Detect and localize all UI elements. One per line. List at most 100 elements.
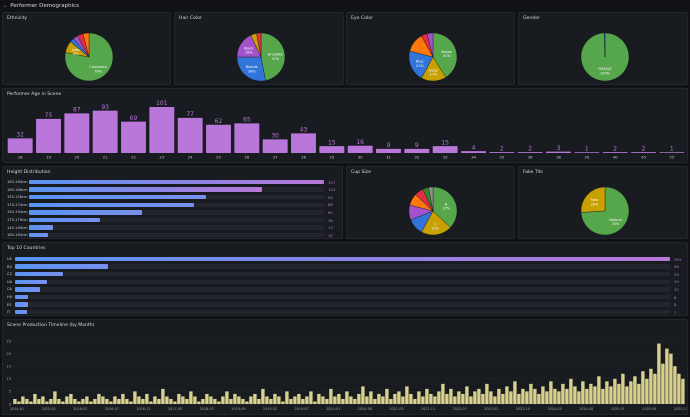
age-bar[interactable] [432,146,458,153]
timeline-bar[interactable] [413,398,417,404]
timeline-bar[interactable] [297,393,301,404]
timeline-bar[interactable] [665,348,669,404]
timeline-bar[interactable] [173,401,177,404]
timeline-bar[interactable] [465,386,469,404]
age-bar[interactable] [517,152,543,153]
timeline-bar[interactable] [541,386,545,404]
timeline-bar[interactable] [21,396,25,404]
timeline-bar[interactable] [629,381,633,404]
timeline-bar[interactable] [121,393,125,404]
timeline-bar[interactable] [337,393,341,404]
timeline-bar[interactable] [41,396,45,404]
timeline-bar[interactable] [589,383,593,404]
bar-row[interactable]: UA 19 [7,279,679,285]
timeline-bar[interactable] [557,391,561,404]
timeline-bar[interactable] [353,398,357,404]
timeline-bar[interactable] [661,363,665,404]
timeline-bar[interactable] [81,398,85,404]
timeline-bar[interactable] [349,396,353,404]
timeline-bar[interactable] [217,401,221,404]
timeline-bar[interactable] [333,396,337,404]
timeline-bar[interactable] [177,393,181,404]
timeline-bar[interactable] [325,398,329,404]
timeline-bar[interactable] [405,386,409,404]
age-bar[interactable] [602,152,628,153]
pie-slice-other[interactable] [426,32,434,58]
age-bar[interactable] [489,152,515,153]
age-bar[interactable] [376,148,401,153]
timeline-bar[interactable] [53,391,57,404]
timeline-bar[interactable] [181,396,185,404]
timeline-bar[interactable] [369,391,373,404]
timeline-bar[interactable] [345,391,349,404]
timeline-bar[interactable] [97,393,101,404]
timeline-bar[interactable] [85,396,89,404]
bar-row[interactable]: 145-149cm 13 [7,225,333,231]
bar-row[interactable]: CA 15 [7,286,679,292]
timeline-bar[interactable] [105,398,109,404]
timeline-bar[interactable] [33,393,37,404]
age-bar[interactable] [262,139,288,153]
timeline-bar[interactable] [657,343,661,404]
timeline-bar[interactable] [429,393,433,404]
timeline-bar[interactable] [409,393,413,404]
timeline-bar[interactable] [237,396,241,404]
timeline-bar[interactable] [453,396,457,404]
timeline-bar[interactable] [185,398,189,404]
timeline-bar[interactable] [189,391,193,404]
timeline-bar[interactable] [493,396,497,404]
timeline-bar[interactable] [441,383,445,404]
chevron-down-icon[interactable]: ⌄ [3,3,8,9]
timeline-bar[interactable] [609,386,613,404]
age-bar[interactable] [659,152,685,153]
timeline-bar[interactable] [285,391,289,404]
age-bar[interactable] [64,113,90,153]
timeline-bar[interactable] [209,396,213,404]
age-bar[interactable] [149,107,175,153]
timeline-bar[interactable] [165,396,169,404]
timeline-bar[interactable] [537,393,541,404]
timeline-bar[interactable] [125,398,129,404]
timeline-bar[interactable] [361,386,365,404]
timeline-bar[interactable] [169,398,173,404]
timeline-bar[interactable] [149,401,153,404]
timeline-bar[interactable] [233,393,237,404]
timeline-bar[interactable] [513,381,517,404]
bar-row[interactable]: 180-184cm 10 [7,232,333,238]
timeline-bar[interactable] [281,401,285,404]
timeline-bar[interactable] [221,396,225,404]
timeline-bar[interactable] [293,396,297,404]
timeline-bar[interactable] [501,393,505,404]
bar-row[interactable]: 155-156cm 94 [7,194,333,200]
timeline-bar[interactable] [249,396,253,404]
timeline-bar[interactable] [197,401,201,404]
timeline-bar[interactable] [445,393,449,404]
bar-row[interactable]: 165-166cm 124 [7,187,335,193]
timeline-bar[interactable] [153,396,157,404]
timeline-bar[interactable] [61,401,65,404]
timeline-bar[interactable] [25,398,29,404]
timeline-bar[interactable] [317,393,321,404]
timeline-bar[interactable] [357,393,361,404]
timeline-bar[interactable] [57,398,61,404]
timeline-bar[interactable] [601,388,605,404]
timeline-bar[interactable] [653,373,657,404]
age-bar[interactable] [404,148,430,153]
timeline-bar[interactable] [17,401,21,404]
timeline-bar[interactable] [433,396,437,404]
bar-row[interactable]: IT 7 [7,309,676,315]
pie-slice-other[interactable] [428,186,434,212]
age-bar[interactable] [177,117,203,153]
timeline-bar[interactable] [253,393,257,404]
timeline-bar[interactable] [597,376,601,404]
timeline-bar[interactable] [669,353,673,404]
timeline-bar[interactable] [461,393,465,404]
timeline-bar[interactable] [373,398,377,404]
timeline-bar[interactable] [313,401,317,404]
timeline-bar[interactable] [89,401,93,404]
bar-row[interactable]: 170-174cm 88 [7,202,333,208]
timeline-bar[interactable] [77,401,81,404]
timeline-bar[interactable] [481,393,485,404]
timeline-bar[interactable] [469,396,473,404]
bar-row[interactable]: 150-154cm 60 [7,209,333,215]
